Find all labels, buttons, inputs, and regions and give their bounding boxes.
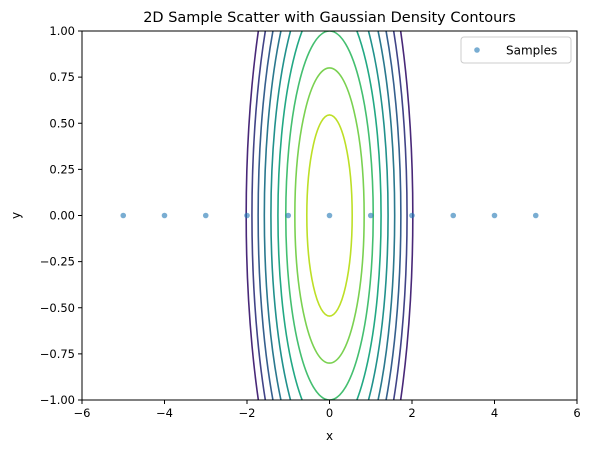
legend-box — [460, 36, 572, 64]
x-tick-label: 0 — [326, 406, 333, 420]
sample-point — [120, 212, 127, 219]
sample-point — [244, 212, 250, 219]
legend-marker-samples — [474, 47, 480, 53]
contour-level-6 — [263, 31, 396, 400]
contour-level-2 — [294, 67, 365, 364]
contour-level-1 — [306, 114, 353, 317]
y-tick-label: −0.25 — [40, 255, 75, 269]
x-axis-label: x — [326, 429, 333, 443]
sample-point — [491, 212, 498, 219]
y-axis-label: y — [9, 212, 23, 219]
x-tick-label: 4 — [491, 406, 498, 420]
contour-level-4 — [277, 31, 382, 400]
contour-level-7 — [257, 31, 402, 400]
x-tick-label: −6 — [74, 406, 91, 420]
y-tick-label: 0.00 — [49, 209, 75, 223]
x-tick-label: −2 — [239, 406, 256, 420]
sample-point — [202, 212, 209, 219]
sample-point — [409, 212, 415, 219]
x-tick-label: 2 — [408, 406, 415, 420]
y-tick-label: 1.00 — [49, 24, 75, 38]
sample-points — [120, 212, 539, 219]
x-tick-label: −4 — [156, 406, 173, 420]
y-tick-label: −0.75 — [40, 347, 75, 361]
sample-point — [367, 212, 374, 219]
y-tick-label: 0.75 — [49, 70, 75, 84]
contour-level-5 — [270, 31, 389, 400]
sample-point — [450, 212, 457, 219]
sample-point — [532, 212, 539, 219]
x-axis-ticks: −6 −4 −2 0 2 4 6 — [74, 400, 581, 420]
legend: Samples — [460, 36, 572, 64]
y-tick-label: 0.25 — [49, 162, 75, 176]
sample-point — [285, 212, 292, 219]
sample-point — [161, 212, 168, 219]
y-axis-ticks: −1.00 −0.75 −0.50 −0.25 0.00 0.25 0.50 0.75 1.00 — [40, 24, 82, 407]
x-tick-label: 6 — [573, 406, 580, 420]
chart-title: 2D Sample Scatter with Gaussian Density … — [143, 10, 516, 26]
contour-level-8 — [251, 31, 408, 400]
y-tick-label: 0.50 — [49, 116, 75, 130]
y-tick-label: −1.00 — [40, 393, 75, 407]
density-contours — [245, 31, 414, 400]
sample-point — [326, 212, 333, 219]
legend-label-samples: Samples — [506, 44, 557, 58]
y-tick-label: −0.50 — [40, 301, 75, 315]
